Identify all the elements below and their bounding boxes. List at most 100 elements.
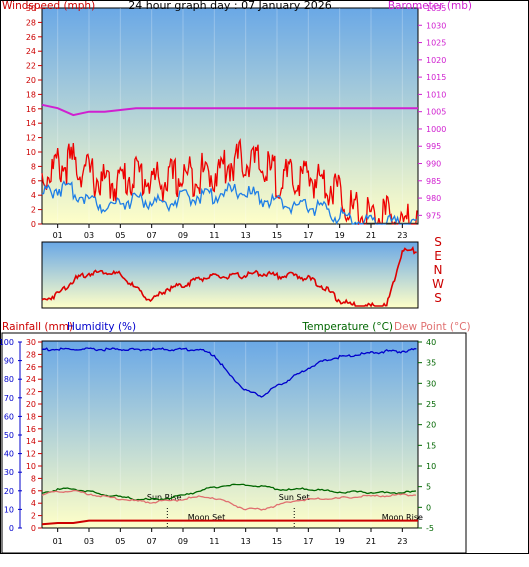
windspeed-tick-label: 28 — [26, 18, 36, 27]
average-wind-series-line — [41, 180, 417, 225]
time-tick-label: 09 — [178, 537, 188, 546]
temperature-tick-label: 30 — [426, 379, 436, 388]
time-tick-label: 15 — [272, 537, 282, 546]
barometer-axis-ticks: 975 980 985 990 995 1000 1005 1010 1015 1020 1025 1… — [418, 4, 446, 220]
temperature-tick-label: -5 — [426, 524, 434, 533]
time-tick-label: 09 — [178, 231, 188, 240]
wind-time-axis-ticks: 01 03 05 07 09 11 13 15 17 19 21 23 — [53, 224, 407, 240]
time-tick-label: 05 — [115, 537, 125, 546]
rainfall-tick-label: 28 — [26, 350, 36, 359]
time-tick-label: 17 — [303, 537, 313, 546]
rainfall-tick-label: 10 — [26, 462, 36, 471]
rainfall-tick-label: 14 — [26, 437, 36, 446]
windspeed-tick-label: 2 — [31, 206, 36, 215]
time-tick-label: 23 — [397, 231, 407, 240]
time-tick-label: 01 — [53, 231, 63, 240]
direction-series — [41, 245, 417, 308]
time-tick-label: 07 — [147, 231, 157, 240]
rainfall-tick-label: 4 — [31, 499, 36, 508]
humidity-tick-label: 30 — [4, 468, 14, 477]
rainfall-tick-label: 24 — [26, 375, 36, 384]
windspeed-tick-label: 6 — [31, 177, 36, 186]
humidity-tick-label: 0 — [9, 524, 14, 533]
humidity-axis-ticks: 0 10 20 30 40 50 60 70 80 90 100 — [0, 338, 22, 533]
windspeed-tick-label: 0 — [31, 220, 36, 229]
rainfall-axis-title: Rainfall (mm) — [2, 321, 73, 333]
time-tick-label: 11 — [209, 231, 219, 240]
time-tick-label: 19 — [335, 537, 345, 546]
temperature-axis-title: Temperature (°C) — [301, 321, 393, 333]
time-tick-label: 19 — [335, 231, 345, 240]
time-tick-label: 07 — [147, 537, 157, 546]
wind-panel-background — [41, 7, 419, 225]
windspeed-tick-label: 26 — [26, 33, 36, 42]
climate-panel-background — [41, 340, 419, 529]
temperature-tick-label: 20 — [426, 421, 436, 430]
time-tick-label: 15 — [272, 231, 282, 240]
humidity-tick-label: 70 — [4, 394, 14, 403]
chart-title: 24 hour graph day : 07 January 2026 — [128, 0, 332, 12]
compass-label: S — [434, 291, 442, 305]
humidity-tick-label: 90 — [4, 357, 14, 366]
barometer-tick-label: 1005 — [426, 108, 446, 117]
time-tick-label: 21 — [366, 537, 376, 546]
wind-panel-grid — [57, 8, 403, 224]
temperature-tick-label: 0 — [426, 503, 431, 512]
barometer-tick-label: 975 — [426, 211, 441, 220]
time-tick-label: 17 — [303, 231, 313, 240]
rainfall-tick-label: 16 — [26, 425, 36, 434]
rainfall-tick-label: 20 — [26, 400, 36, 409]
barometer-tick-label: 1035 — [426, 4, 446, 13]
humidity-tick-label: 80 — [4, 375, 14, 384]
barometer-tick-label: 1030 — [426, 21, 446, 30]
windspeed-tick-label: 14 — [26, 119, 36, 128]
rainfall-tick-label: 22 — [26, 388, 36, 397]
time-tick-label: 11 — [209, 537, 219, 546]
rainfall-tick-label: 12 — [26, 450, 36, 459]
temperature-tick-label: 15 — [426, 441, 436, 450]
temperature-tick-label: 25 — [426, 400, 436, 409]
rainfall-tick-label: 30 — [26, 338, 36, 347]
temperature-tick-label: 5 — [426, 483, 431, 492]
astronomy-annotations: Sun Rise Sun Set Moon Set Moon Rise — [147, 493, 423, 528]
time-tick-label: 03 — [84, 537, 94, 546]
humidity-tick-label: 10 — [4, 505, 14, 514]
humidity-series-line — [41, 347, 417, 398]
wind-panel-series — [41, 103, 418, 225]
barometer-tick-label: 1010 — [426, 90, 446, 99]
time-tick-label: 03 — [84, 231, 94, 240]
sun-set-label: Sun Set — [279, 493, 310, 502]
compass-label: N — [434, 263, 443, 277]
barometer-tick-label: 990 — [426, 160, 441, 169]
barometer-series-line — [41, 103, 418, 117]
humidity-tick-label: 50 — [4, 431, 14, 440]
compass-label: S — [434, 235, 442, 249]
windspeed-series-line — [41, 137, 418, 225]
moon-set-label: Moon Set — [188, 513, 225, 522]
time-tick-label: 13 — [241, 537, 251, 546]
windspeed-tick-label: 22 — [26, 62, 36, 71]
windspeed-tick-label: 24 — [26, 47, 36, 56]
windspeed-tick-label: 12 — [26, 134, 36, 143]
barometer-axis-title: Barometer (mb) — [388, 0, 472, 12]
time-tick-label: 05 — [115, 231, 125, 240]
barometer-tick-label: 995 — [426, 142, 441, 151]
windspeed-tick-label: 8 — [31, 162, 36, 171]
temperature-tick-label: 35 — [426, 359, 436, 368]
temperature-tick-label: 10 — [426, 462, 436, 471]
windspeed-tick-label: 20 — [26, 76, 36, 85]
dewpoint-series-line — [41, 489, 417, 511]
temperature-tick-label: 40 — [426, 338, 436, 347]
humidity-axis-title: Humidity (%) — [67, 321, 136, 333]
compass-label: W — [432, 277, 444, 291]
time-tick-label: 13 — [241, 231, 251, 240]
barometer-tick-label: 1000 — [426, 125, 446, 134]
barometer-tick-label: 1020 — [426, 56, 446, 65]
time-tick-label: 01 — [53, 537, 63, 546]
humidity-tick-label: 60 — [4, 412, 14, 421]
